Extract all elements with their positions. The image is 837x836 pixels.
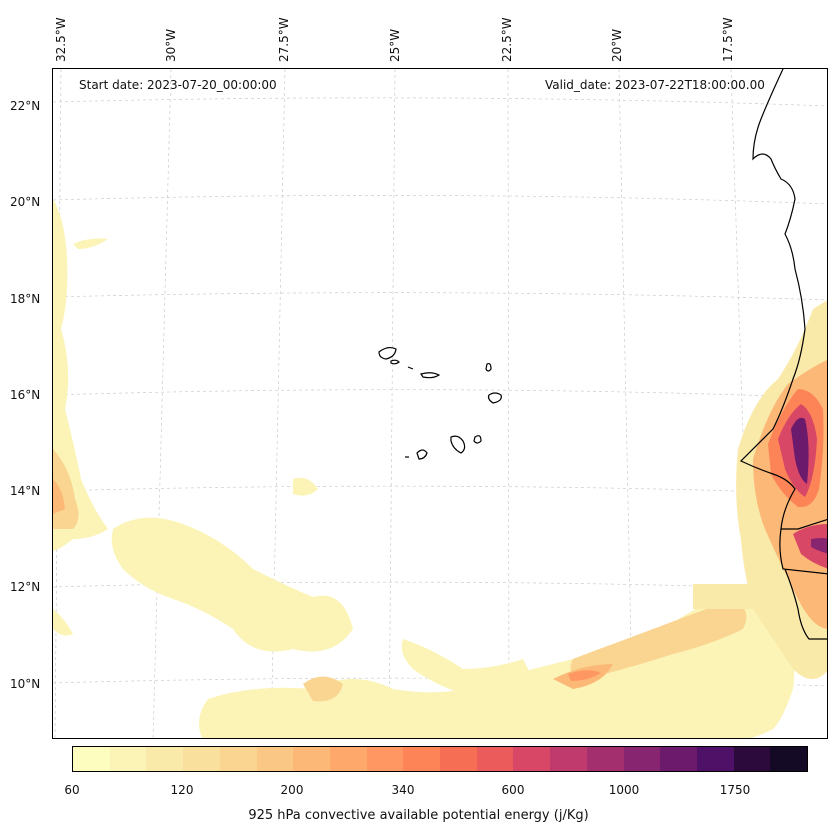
cape-field-left	[53, 199, 108, 636]
map-panel	[52, 68, 828, 739]
colorbar-segment	[623, 747, 661, 771]
colorbar-segment	[293, 747, 330, 771]
colorbar-title: 925 hPa convective available potential e…	[248, 808, 589, 823]
lon-label-22-5w: 22.5°W	[500, 17, 514, 62]
colorbar-segment	[146, 747, 184, 771]
colorbar-segment	[219, 747, 257, 771]
colorbar-segment	[329, 747, 367, 771]
colorbar-tick-600: 600	[501, 783, 525, 797]
colorbar	[72, 746, 808, 772]
colorbar-segment	[109, 747, 147, 771]
lat-label-20n: 20°N	[10, 195, 41, 209]
cape-field-map	[53, 69, 827, 738]
lon-label-20w: 20°W	[610, 28, 624, 62]
lat-label-14n: 14°N	[10, 484, 41, 498]
colorbar-tick-1000: 1000	[608, 783, 640, 797]
lon-label-30w: 30°W	[164, 28, 178, 62]
valid-date-label: Valid_date: 2023-07-22T18:00:00.00	[545, 78, 765, 92]
colorbar-segment	[256, 747, 294, 771]
lat-label-12n: 12°N	[10, 580, 41, 594]
colorbar-segment	[183, 747, 220, 771]
colorbar-segment	[513, 747, 551, 771]
colorbar-segment	[770, 747, 808, 771]
coastlines	[378, 69, 827, 640]
lat-label-18n: 18°N	[10, 292, 41, 306]
colorbar-segment	[476, 747, 514, 771]
cape-field-africa	[736, 300, 827, 679]
colorbar-segment	[440, 747, 477, 771]
colorbar-tick-60: 60	[64, 783, 80, 797]
colorbar-segment	[696, 747, 734, 771]
colorbar-segment	[550, 747, 587, 771]
colorbar-tick-340: 340	[391, 783, 415, 797]
lon-label-27-5w: 27.5°W	[277, 17, 291, 62]
lat-label-16n: 16°N	[10, 388, 41, 402]
colorbar-segment	[366, 747, 404, 771]
colorbar-segment	[660, 747, 697, 771]
start-date-label: Start date: 2023-07-20_00:00:00	[79, 78, 277, 92]
colorbar-segment	[73, 747, 110, 771]
lon-label-25w: 25°W	[388, 28, 402, 62]
colorbar-segment	[403, 747, 441, 771]
colorbar-segment	[586, 747, 624, 771]
colorbar-tick-120: 120	[170, 783, 194, 797]
colorbar-tick-200: 200	[280, 783, 304, 797]
lat-label-10n: 10°N	[10, 677, 41, 691]
colorbar-tick-1750: 1750	[719, 783, 751, 797]
colorbar-segment	[733, 747, 771, 771]
lat-label-22n: 22°N	[10, 99, 41, 113]
lon-label-17-5w: 17.5°W	[721, 17, 735, 62]
lon-label-32-5w: 32.5°W	[54, 17, 68, 62]
cape-field-band	[111, 477, 795, 738]
